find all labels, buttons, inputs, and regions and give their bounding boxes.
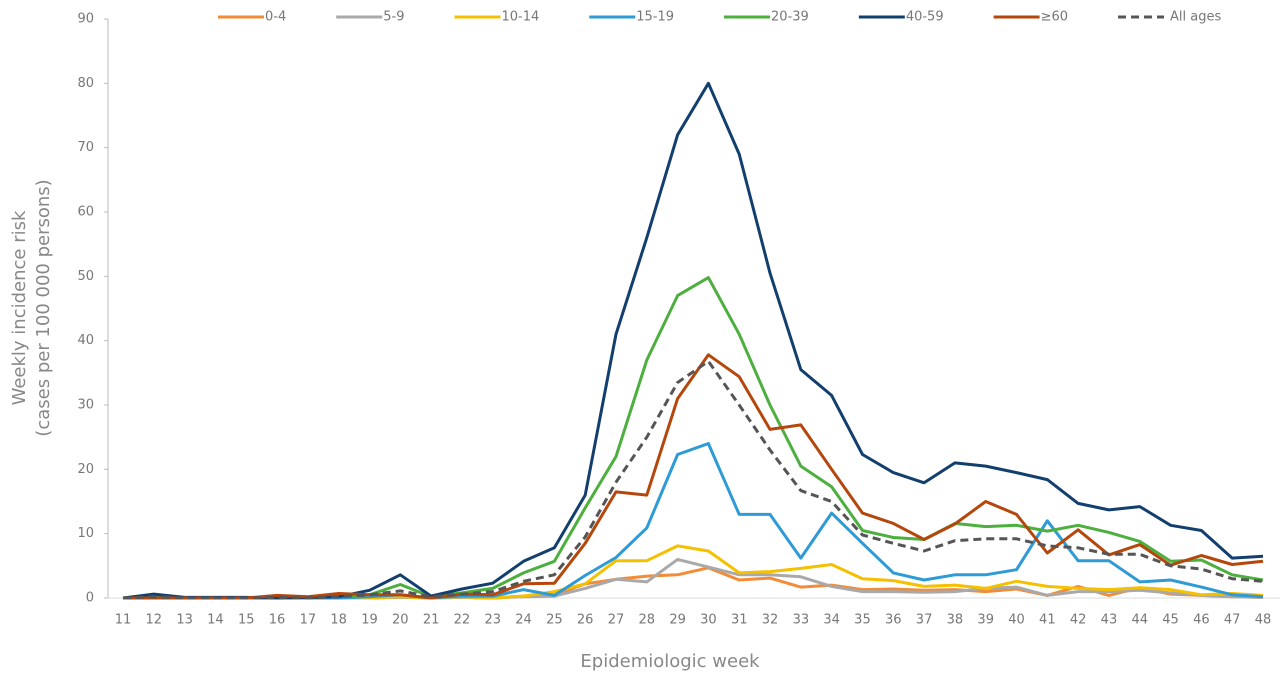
- y-axis-title: Weekly incidence risk: [9, 210, 30, 405]
- legend-label: 5-9: [383, 10, 404, 25]
- y-tick-label: 50: [77, 269, 94, 284]
- x-tick-label: 18: [330, 613, 347, 628]
- x-tick-label: 12: [146, 613, 163, 628]
- x-tick-label: 44: [1131, 613, 1148, 628]
- x-tick-label: 29: [669, 613, 686, 628]
- x-tick-label: 38: [947, 613, 964, 628]
- x-tick-label: 11: [115, 613, 132, 628]
- x-tick-label: 27: [608, 613, 625, 628]
- x-tick-label: 20: [392, 613, 409, 628]
- series-line: [123, 568, 1263, 598]
- legend-label: 0-4: [265, 10, 286, 25]
- y-axis-title: (cases per 100 000 persons): [33, 179, 54, 436]
- x-tick-label: 46: [1193, 613, 1210, 628]
- x-tick-label: 34: [823, 613, 840, 628]
- x-tick-label: 41: [1039, 613, 1056, 628]
- page: {"chart_data": { "type": "line", "y_titl…: [0, 0, 1285, 675]
- x-axis-title: Epidemiologic week: [580, 651, 760, 672]
- legend-label: 20-39: [771, 10, 809, 25]
- legend-label: 40-59: [906, 10, 944, 25]
- x-tick-label: 22: [454, 613, 471, 628]
- x-tick-label: 16: [269, 613, 286, 628]
- x-tick-label: 23: [484, 613, 501, 628]
- x-tick-label: 33: [793, 613, 810, 628]
- legend-label: 10-14: [501, 10, 539, 25]
- x-tick-label: 48: [1255, 613, 1272, 628]
- chart: Weekly incidence risk (cases per 100 000…: [0, 0, 1285, 675]
- series-line: [123, 444, 1263, 598]
- x-tick-label: 43: [1101, 613, 1118, 628]
- series-line: [123, 559, 1263, 598]
- x-tick-label: 30: [700, 613, 717, 628]
- y-tick-label: 60: [77, 205, 94, 220]
- x-tick-label: 35: [854, 613, 871, 628]
- x-tick-label: 47: [1224, 613, 1241, 628]
- legend-label: All ages: [1170, 10, 1221, 25]
- y-tick-label: 30: [77, 398, 94, 413]
- x-tick-label: 37: [916, 613, 933, 628]
- x-tick-label: 31: [731, 613, 748, 628]
- x-tick-label: 28: [639, 613, 656, 628]
- x-tick-label: 40: [1008, 613, 1025, 628]
- x-tick-label: 19: [361, 613, 378, 628]
- x-tick-label: 25: [546, 613, 563, 628]
- y-tick-label: 20: [77, 462, 94, 477]
- x-tick-label: 21: [423, 613, 440, 628]
- x-tick-label: 24: [515, 613, 532, 628]
- x-tick-label: 13: [176, 613, 193, 628]
- y-tick-label: 90: [77, 12, 94, 27]
- legend-label: 15-19: [636, 10, 674, 25]
- y-tick-label: 40: [77, 333, 94, 348]
- x-tick-label: 36: [885, 613, 902, 628]
- y-tick-label: 80: [77, 76, 94, 91]
- series-line: [123, 83, 1263, 598]
- x-tick-label: 17: [300, 613, 317, 628]
- y-tick-label: 0: [86, 591, 94, 606]
- legend-label: ≥60: [1041, 10, 1068, 25]
- x-tick-label: 45: [1162, 613, 1179, 628]
- x-tick-label: 32: [762, 613, 779, 628]
- x-tick-label: 39: [977, 613, 994, 628]
- y-tick-label: 10: [77, 526, 94, 541]
- x-tick-label: 42: [1070, 613, 1087, 628]
- x-tick-label: 15: [238, 613, 255, 628]
- x-tick-label: 26: [577, 613, 594, 628]
- x-tick-label: 14: [207, 613, 224, 628]
- y-tick-label: 70: [77, 140, 94, 155]
